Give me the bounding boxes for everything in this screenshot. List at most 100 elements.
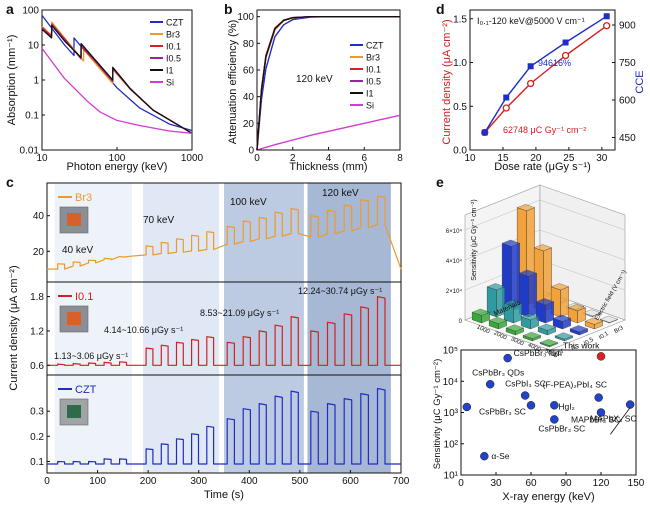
panel-e3d-bar-side-1-2 [560,286,569,318]
panel-e-point-6 [596,408,606,417]
panel-b-ytick-5: 100 [237,12,254,23]
panel-a-series-4 [41,24,193,134]
panel-d-annotation-top: I₀.₁-120 keV@5000 V cm⁻¹ [477,16,585,26]
panel-d-ytick-left-1: 0.5 [453,102,467,113]
panel-d-xtick-2: 20 [530,153,542,164]
panel-d-xlabel: Dose rate (μGy s⁻¹) [494,161,591,173]
panel-e-point-label-3: CsPbI₃ SC [505,378,546,388]
panel-e-ytick-0: 10¹ [444,471,459,482]
panel-b-xtick-1: 2 [290,153,296,164]
panel-e-point-label-2: CsPbBr₃ QDs [472,367,524,377]
panel-a-legend-4: I1 [166,66,174,76]
panel-d-annotation-cce: 94616% [538,58,571,68]
panel-c-sample-crystal-2 [67,405,81,418]
panel-c-trace-I0.1 [47,296,401,366]
panel-e-ylabel: Sensitivity (μC Gy⁻¹ cm⁻²) [432,359,443,470]
panel-c-ytick-0-0: 20 [33,247,45,258]
panel-e3d-bar-top-4-1 [488,316,508,324]
panel-a-xtick-0: 10 [36,153,48,164]
panel-c-energy-2: 100 keV [230,197,267,208]
panel-c-xtick-4: 400 [241,476,258,487]
panel-c-trace-Br3 [47,195,402,270]
panel-e3d-material-2: I0.5 [583,337,595,348]
panel-b-xlabel: Thickness (mm) [289,161,367,173]
panel-b-annotation: 120 keV [296,74,333,85]
panel-e-ytick-1: 10² [444,439,459,450]
panel-a-ytick-4: 100 [22,6,39,17]
panel-e3d-bar-top-2-1 [518,269,538,277]
panel-d-ytick-right-0: 450 [619,133,636,144]
panel-b-xtick-0: 0 [254,153,260,164]
panel-e3d-bar-top-4-4 [539,338,559,347]
panel-label-b: b [224,1,233,17]
panel-e3d-bar-top-0-4 [599,315,619,323]
panel-b-ytick-0: 0 [248,146,254,157]
panel-c-dose-1: 4.14~10.66 μGy s⁻¹ [104,325,183,335]
panel-a-series-5 [41,48,193,134]
panel-e3d-bar-top-3-1 [503,299,523,307]
panel-d-point-1-1 [503,94,510,101]
panel-d-point-1-0 [481,129,488,136]
panel-c-xtick-5: 500 [292,476,309,487]
panel-e-point-label-6: MAPbBr₃ SC [571,415,620,425]
panel-e3d-bar-top-1-4 [584,317,604,325]
panel-e3d-bar-side-2-1 [528,272,537,318]
panel-c-trace-CZT [47,387,401,465]
panel-e3d-grid-2 [464,199,626,231]
panel-d-frame [469,9,616,151]
panel-c-xtick-2: 200 [140,476,157,487]
panel-e3d-bar-top-3-4 [554,332,574,340]
panel-e-point-label-1: This work [563,340,600,350]
panel-e3d-bar-top-2-4 [569,325,589,333]
panel-a-ytick-2: 1 [33,76,39,87]
panel-c-dose-0: 1.13~3.06 μGy s⁻¹ [54,351,128,361]
panel-e-point-3 [520,391,530,400]
panel-e3d-bar-top-3-3 [537,323,557,331]
panel-e-point-label-5: HgI₂ [558,401,575,411]
panel-a-ytick-1: 0.1 [25,111,39,122]
panel-e-point-9 [625,400,635,409]
panel-a-legend-1: Br3 [166,30,180,40]
panel-b-ylabel: Attenuation efficiency (%) [227,20,239,145]
panel-a-ytick-3: 10 [28,41,40,52]
panel-label-a: a [6,1,14,17]
panel-c-ytick-2-1: 0.2 [30,432,44,443]
panel-c-xlabel: Time (s) [204,489,244,501]
panel-e3d-bar-top-2-2 [535,298,555,306]
panel-e-point-label-8: CsPbBr₃ SC [538,423,585,433]
panel-e-xlabel: X-ray energy (keV) [502,491,594,503]
panel-label-c: c [6,174,14,190]
panel-b-legend-4: I1 [366,89,374,99]
panel-d-ytick-left-2: 1.0 [453,58,467,69]
panel-b-xtick-2: 4 [326,153,332,164]
panel-e-ytick-2: 10³ [444,408,459,419]
panel-b-legend-0: CZT [366,41,384,51]
panel-b-legend-1: Br3 [366,53,380,63]
panel-e-point-4 [594,393,603,402]
panel-d-xtick-3: 25 [563,153,575,164]
panel-d-annotation-sens: 62748 μC Gy⁻¹ cm⁻² [503,125,586,135]
panel-c-band-2 [224,183,304,473]
panel-c-xtick-1: 100 [89,476,106,487]
panel-c-xtick-7: 700 [393,476,410,487]
panel-b-ytick-2: 40 [243,92,255,103]
panel-e-point-10 [480,451,489,461]
panel-e3d-field-3: 4000 [527,342,542,353]
panel-d-ytick-left-0: 0.0 [453,146,467,157]
panel-e3d-bar-top-3-2 [520,313,540,321]
panel-e3d-bar-top-4-0 [471,308,491,316]
panel-c-band-1 [143,183,219,473]
panel-d-point-1-3 [562,39,569,46]
panel-e3d-ztick-3: 6×10⁴ [446,228,463,235]
panel-e3d-ztick-1: 2×10⁴ [446,288,463,295]
panel-e-point-label-10: α-Se [491,451,509,461]
panel-b-series-4 [256,16,400,151]
panel-e3d-ztick-2: 4×10⁴ [446,258,463,265]
panel-d-ytick-right-1: 600 [619,96,636,107]
panel-e3d-material-4: CZT [552,348,565,359]
panel-b-ytick-4: 80 [243,39,255,50]
panel-e3d-bar-top-2-0 [501,239,521,247]
panel-c-ytick-2-0: 0.1 [30,457,44,468]
